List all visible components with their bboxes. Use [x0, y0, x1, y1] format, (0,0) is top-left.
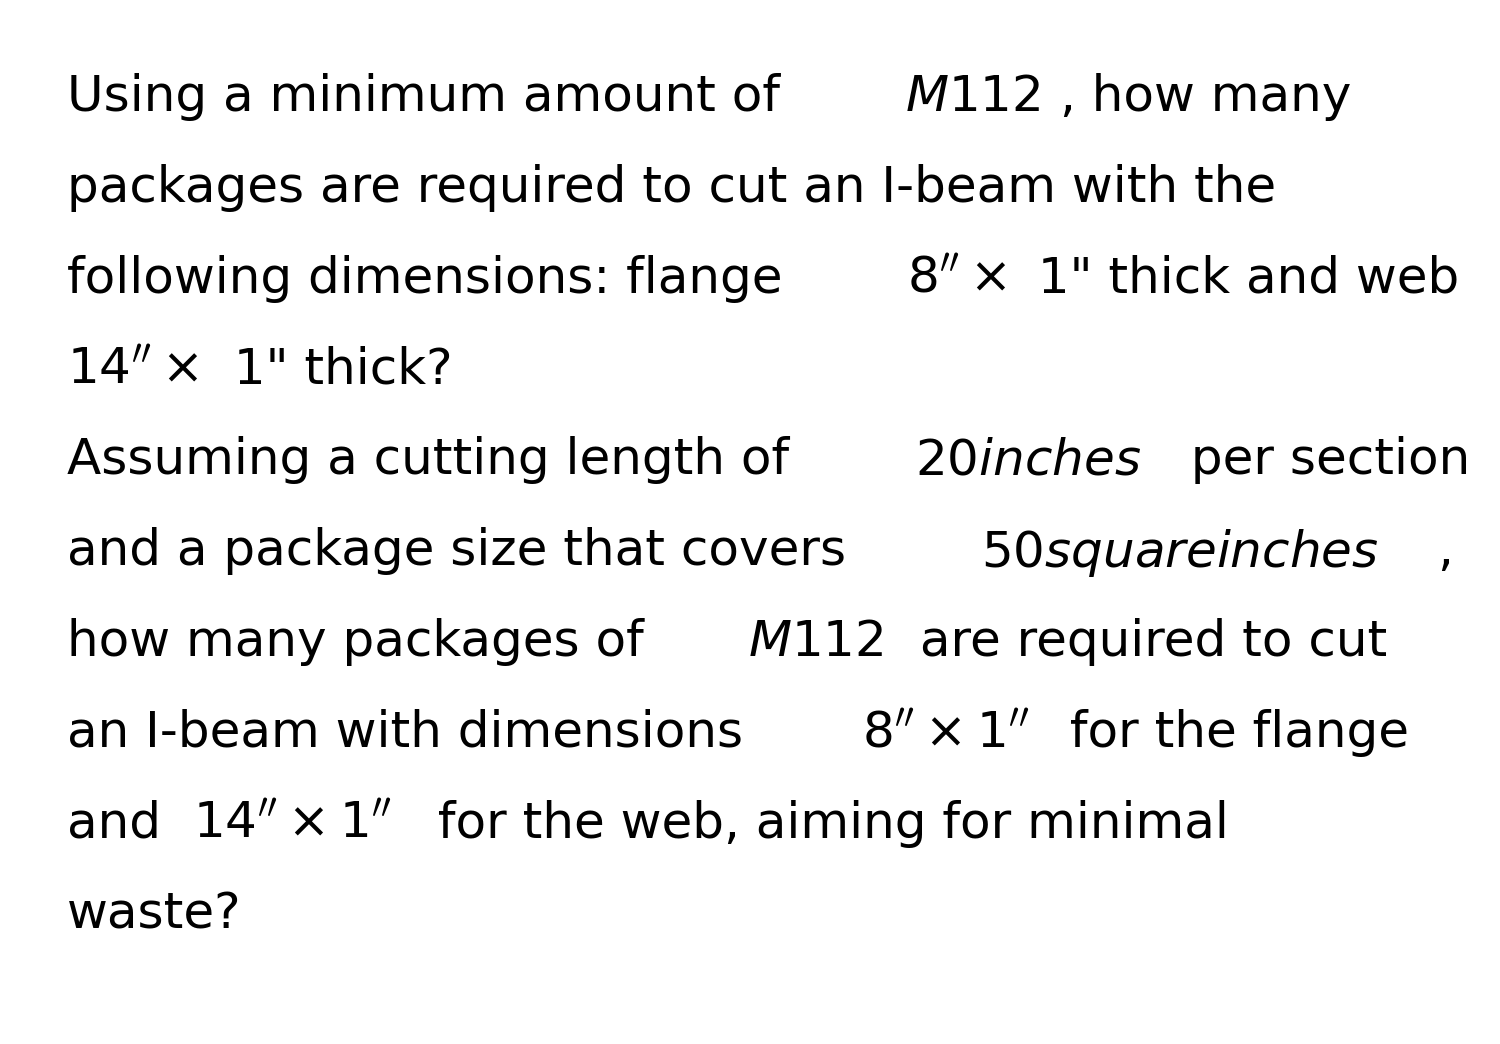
Text: packages are required to cut an I-beam with the: packages are required to cut an I-beam w…: [68, 164, 1276, 212]
Text: are required to cut: are required to cut: [903, 618, 1388, 666]
Text: $M112$: $M112$: [748, 618, 884, 666]
Text: $14''\times$: $14''\times$: [68, 346, 198, 394]
Text: and: and: [68, 800, 177, 848]
Text: an I-beam with dimensions: an I-beam with dimensions: [68, 709, 759, 757]
Text: $14'' \times 1''$: $14'' \times 1''$: [194, 800, 392, 848]
Text: 1" thick and web: 1" thick and web: [1022, 255, 1460, 303]
Text: how many packages of: how many packages of: [68, 618, 660, 666]
Text: per section: per section: [1174, 436, 1470, 484]
Text: following dimensions: flange: following dimensions: flange: [68, 255, 798, 303]
Text: $20inches$: $20inches$: [915, 436, 1142, 484]
Text: $8''\times$: $8''\times$: [908, 255, 1007, 303]
Text: Assuming a cutting length of: Assuming a cutting length of: [68, 436, 806, 484]
Text: Using a minimum amount of: Using a minimum amount of: [68, 73, 795, 121]
Text: for the web, aiming for minimal: for the web, aiming for minimal: [422, 800, 1228, 848]
Text: ,: ,: [1437, 527, 1454, 575]
Text: 1" thick?: 1" thick?: [217, 346, 453, 394]
Text: for the flange: for the flange: [1054, 709, 1410, 757]
Text: $M112$: $M112$: [904, 73, 1040, 121]
Text: and a package size that covers: and a package size that covers: [68, 527, 862, 575]
Text: , how many: , how many: [1060, 73, 1352, 121]
Text: $8'' \times 1''$: $8'' \times 1''$: [862, 709, 1029, 757]
Text: $50squareinches$: $50squareinches$: [981, 527, 1378, 579]
Text: waste?: waste?: [68, 891, 242, 939]
